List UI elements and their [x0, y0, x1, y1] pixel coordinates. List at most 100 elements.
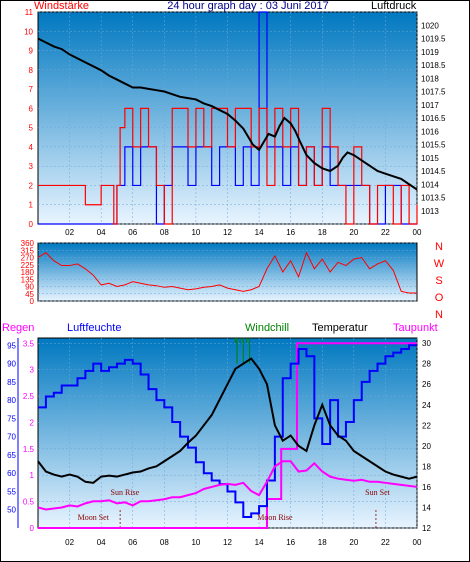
tick-label-time: 02 — [65, 228, 74, 237]
tick-label-temperature: 22 — [422, 421, 431, 430]
tick-label-humidity: 75 — [7, 414, 16, 423]
tick-label-pressure: 1013 — [421, 207, 439, 216]
tick-label-time: 20 — [349, 538, 358, 547]
series-luftfeuchte — [38, 344, 417, 519]
tick-label-direction: 225 — [21, 261, 35, 270]
tick-label-direction: 135 — [21, 275, 35, 284]
tick-label-time: 02 — [65, 538, 74, 547]
tick-label-wind: 11 — [25, 8, 34, 17]
series-temperatur — [37, 357, 418, 484]
tick-label-temperature: 16 — [422, 483, 431, 492]
tick-label-humidity: 85 — [7, 378, 16, 387]
tick-label-humidity: 65 — [7, 451, 16, 460]
legend-temperatur: Temperatur — [312, 322, 368, 334]
tick-label-pressure: 1019.5 — [421, 35, 446, 44]
tick-label-temperature: 20 — [422, 442, 431, 451]
series-windrichtung — [37, 251, 417, 294]
tick-label-temperature: 30 — [422, 339, 431, 348]
tick-label-temperature: 26 — [422, 380, 431, 389]
tick-label-pressure: 1016 — [421, 127, 439, 136]
tick-label-wind: 1 — [29, 201, 34, 210]
tick-label-regen: 3 — [30, 366, 35, 375]
tick-label-regen: 1 — [30, 471, 35, 480]
tick-label-time: 16 — [286, 538, 295, 547]
tick-label-time: 04 — [97, 538, 106, 547]
tick-label-direction: 315 — [21, 246, 35, 255]
tick-label-wind: 0 — [29, 220, 34, 229]
tick-label-pressure: 1018 — [421, 74, 439, 83]
tick-label-time: 14 — [255, 228, 264, 237]
compass-label: N — [435, 241, 443, 253]
tick-label-pressure: 1019 — [421, 48, 439, 57]
series-regen — [38, 342, 417, 529]
compass-label: W — [434, 258, 445, 270]
header-windstaerke: Windstärke — [34, 0, 89, 12]
tick-label-temperature: 18 — [422, 462, 431, 471]
tick-label-pressure: 1014.5 — [421, 167, 446, 176]
tick-label-time: 08 — [160, 228, 169, 237]
tick-label-wind: 6 — [29, 104, 34, 113]
tick-label-pressure: 1020 — [421, 21, 439, 30]
tick-label-temperature: 24 — [422, 401, 431, 410]
tick-label-time: 12 — [223, 538, 232, 547]
tick-label-direction: 0 — [30, 297, 35, 306]
series-boeen — [38, 11, 417, 225]
tick-label-humidity: 55 — [7, 487, 16, 496]
tick-label-direction: 180 — [21, 268, 35, 277]
tick-label-wind: 4 — [29, 143, 34, 152]
tick-label-temperature: 28 — [422, 360, 431, 369]
tick-label-time: 10 — [191, 228, 200, 237]
series-windstaerke — [38, 107, 418, 225]
tick-label-humidity: 90 — [7, 360, 16, 369]
series-layer — [37, 11, 418, 529]
tick-label-time: 00 — [413, 538, 422, 547]
tick-label-direction: 90 — [25, 283, 34, 292]
tick-label-pressure: 1015.5 — [421, 141, 446, 150]
tick-label-regen: 2.5 — [23, 392, 35, 401]
tick-label-temperature: 14 — [422, 503, 431, 512]
legend-windchill: Windchill — [245, 322, 289, 334]
tick-label-pressure: 1018.5 — [421, 61, 446, 70]
tick-label-wind: 3 — [29, 162, 34, 171]
tick-label-time: 00 — [413, 228, 422, 237]
tick-label-pressure: 1016.5 — [421, 114, 446, 123]
tick-label-regen: 1.5 — [23, 445, 35, 454]
tick-label-time: 04 — [97, 228, 106, 237]
tick-label-pressure: 1015 — [421, 154, 439, 163]
tick-label-pressure: 1017.5 — [421, 88, 446, 97]
tick-label-regen: 3.5 — [23, 339, 35, 348]
legend-luftfeuchte: Luftfeuchte — [67, 322, 121, 334]
tick-label-wind: 7 — [29, 85, 34, 94]
tick-label-humidity: 50 — [7, 506, 16, 515]
tick-label-pressure: 1013.5 — [421, 194, 446, 203]
tick-label-time: 18 — [318, 228, 327, 237]
tick-label-humidity: 70 — [7, 433, 16, 442]
compass-label: O — [435, 292, 444, 304]
tick-label-time: 06 — [128, 228, 137, 237]
tick-label-time: 18 — [318, 538, 327, 547]
tick-label-pressure: 1017 — [421, 101, 439, 110]
tick-label-time: 14 — [255, 538, 264, 547]
tick-label-time: 08 — [160, 538, 169, 547]
annotation-moon-set: Moon Set — [78, 513, 110, 522]
compass-label: S — [435, 275, 442, 287]
tick-label-direction: 270 — [21, 254, 35, 263]
tick-label-wind: 5 — [29, 124, 34, 133]
series-luftdruck — [37, 37, 418, 191]
legend-taupunkt: Taupunkt — [393, 322, 438, 334]
tick-label-time: 12 — [223, 228, 232, 237]
labels-layer: 0123456789101110131013.510141014.5101510… — [7, 8, 446, 547]
compass-label: N — [435, 309, 443, 321]
tick-label-time: 22 — [381, 538, 390, 547]
tick-label-humidity: 60 — [7, 469, 16, 478]
annotation-moon-rise: Moon Rise — [257, 513, 293, 522]
tick-label-temperature: 12 — [422, 524, 431, 533]
tick-label-time: 16 — [286, 228, 295, 237]
tick-label-pressure: 1014 — [421, 180, 439, 189]
tick-label-wind: 9 — [29, 47, 34, 56]
tick-label-time: 22 — [381, 228, 390, 237]
tick-label-direction: 45 — [25, 290, 34, 299]
series-taupunkt — [37, 460, 418, 511]
tick-label-time: 06 — [128, 538, 137, 547]
